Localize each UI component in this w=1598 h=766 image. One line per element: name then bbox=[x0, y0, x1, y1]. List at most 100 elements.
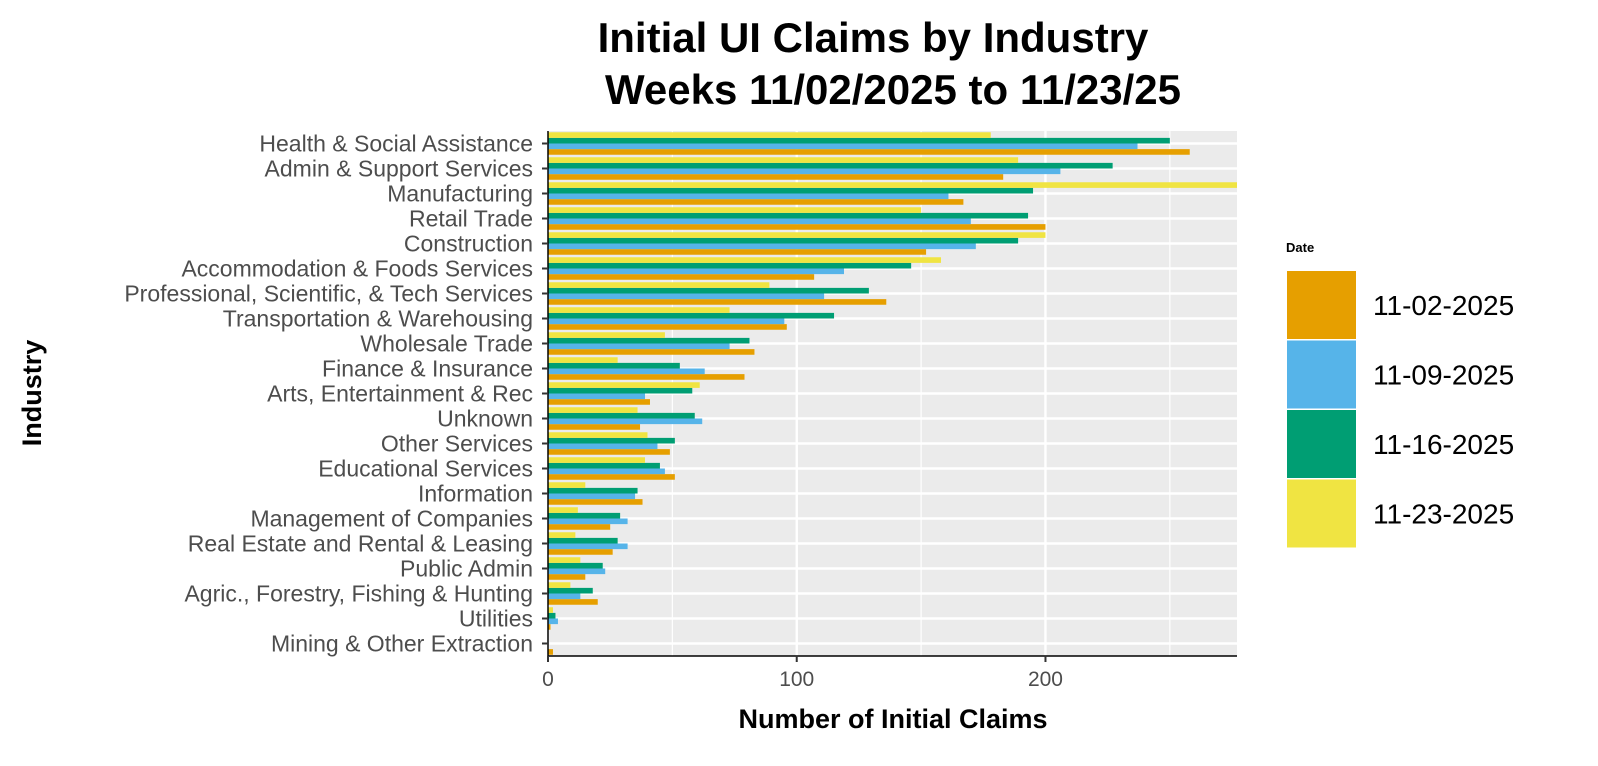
y-tick-label: Real Estate and Rental & Leasing bbox=[188, 531, 533, 557]
y-tick-label: Finance & Insurance bbox=[322, 356, 533, 382]
y-tick-label: Agric., Forestry, Fishing & Hunting bbox=[184, 581, 533, 607]
bar bbox=[548, 412, 695, 419]
bar bbox=[548, 282, 770, 288]
bar bbox=[548, 193, 949, 200]
bar bbox=[548, 232, 1046, 238]
bar bbox=[548, 418, 703, 425]
bar bbox=[548, 587, 593, 594]
bar bbox=[548, 337, 750, 344]
legend-label: 11-09-2025 bbox=[1373, 360, 1514, 391]
bar bbox=[548, 168, 1061, 175]
bar bbox=[548, 524, 611, 530]
bar bbox=[548, 257, 942, 263]
bar bbox=[548, 243, 976, 250]
y-tick-label: Construction bbox=[404, 231, 533, 257]
legend-swatch bbox=[1287, 340, 1356, 409]
bar bbox=[548, 562, 603, 569]
legend-label: 11-23-2025 bbox=[1373, 499, 1514, 530]
bar bbox=[548, 343, 730, 350]
bar bbox=[548, 468, 665, 475]
bar bbox=[548, 532, 576, 538]
bar bbox=[548, 237, 1019, 244]
bar bbox=[548, 149, 1190, 155]
bar bbox=[548, 162, 1113, 169]
bar bbox=[548, 212, 1029, 219]
bar bbox=[548, 224, 1046, 230]
bar bbox=[548, 649, 553, 655]
bar bbox=[548, 293, 825, 300]
bar bbox=[548, 387, 693, 394]
bar bbox=[548, 299, 887, 305]
bar bbox=[548, 487, 638, 494]
bar bbox=[548, 324, 787, 330]
bar bbox=[548, 199, 964, 205]
y-tick-label: Educational Services bbox=[318, 456, 533, 482]
bars bbox=[548, 132, 1237, 655]
bar bbox=[548, 287, 869, 294]
bar bbox=[548, 137, 1170, 144]
bar bbox=[548, 187, 1034, 194]
bar bbox=[548, 482, 586, 488]
bar bbox=[548, 249, 927, 255]
bar bbox=[548, 399, 650, 405]
bar bbox=[548, 407, 638, 413]
x-axis-title: Number of Initial Claims bbox=[738, 704, 1047, 734]
bar bbox=[548, 612, 556, 619]
bar bbox=[548, 474, 675, 480]
y-tick-label: Admin & Support Services bbox=[265, 156, 533, 182]
bar bbox=[548, 374, 745, 380]
y-tick-label: Transportation & Warehousing bbox=[223, 306, 533, 332]
bar bbox=[548, 182, 1237, 188]
bar bbox=[548, 318, 785, 325]
bar bbox=[548, 518, 628, 525]
bar bbox=[548, 462, 660, 469]
bar bbox=[548, 218, 971, 225]
y-tick-label: Utilities bbox=[459, 606, 533, 632]
x-axis: 0 100 200 bbox=[542, 655, 1237, 691]
y-tick-label: Management of Companies bbox=[250, 506, 533, 532]
legend-swatch bbox=[1287, 271, 1356, 339]
bar bbox=[548, 357, 618, 363]
bar bbox=[548, 262, 912, 269]
bar bbox=[548, 582, 571, 588]
y-tick-label: Manufacturing bbox=[387, 181, 533, 207]
bar bbox=[548, 607, 553, 613]
x-tick-label: 200 bbox=[1028, 668, 1063, 691]
chart-title-line2: Weeks 11/02/2025 to 11/23/25 bbox=[605, 66, 1181, 113]
bar bbox=[548, 143, 1138, 150]
bar bbox=[548, 332, 665, 338]
bar bbox=[548, 574, 586, 580]
bar bbox=[548, 207, 922, 213]
bar bbox=[548, 499, 643, 505]
x-tick-label: 0 bbox=[542, 668, 554, 691]
x-tick-label: 100 bbox=[779, 668, 814, 691]
y-tick-label: Other Services bbox=[381, 431, 533, 457]
bar bbox=[548, 132, 991, 138]
bar bbox=[548, 382, 700, 388]
bar bbox=[548, 537, 618, 544]
bar bbox=[548, 593, 581, 600]
bar bbox=[548, 362, 680, 369]
y-tick-label: Information bbox=[418, 481, 533, 507]
y-tick-label: Health & Social Assistance bbox=[259, 131, 533, 157]
bar bbox=[548, 437, 675, 444]
legend-label: 11-16-2025 bbox=[1373, 429, 1514, 460]
bar bbox=[548, 493, 636, 500]
bar bbox=[548, 507, 578, 513]
legend-swatch bbox=[1287, 410, 1356, 478]
y-tick-label: Retail Trade bbox=[409, 206, 533, 232]
chart-title-line1: Initial UI Claims by Industry bbox=[598, 14, 1149, 61]
y-tick-label: Mining & Other Extraction bbox=[271, 631, 533, 657]
bar bbox=[548, 512, 621, 519]
bar bbox=[548, 432, 648, 438]
y-tick-label: Arts, Entertainment & Rec bbox=[267, 381, 533, 407]
bar bbox=[548, 349, 755, 355]
bar bbox=[548, 174, 1004, 180]
y-tick-label: Public Admin bbox=[400, 556, 533, 582]
bar bbox=[548, 449, 670, 455]
bar bbox=[548, 424, 641, 430]
bar bbox=[548, 549, 613, 555]
bar bbox=[548, 274, 815, 280]
